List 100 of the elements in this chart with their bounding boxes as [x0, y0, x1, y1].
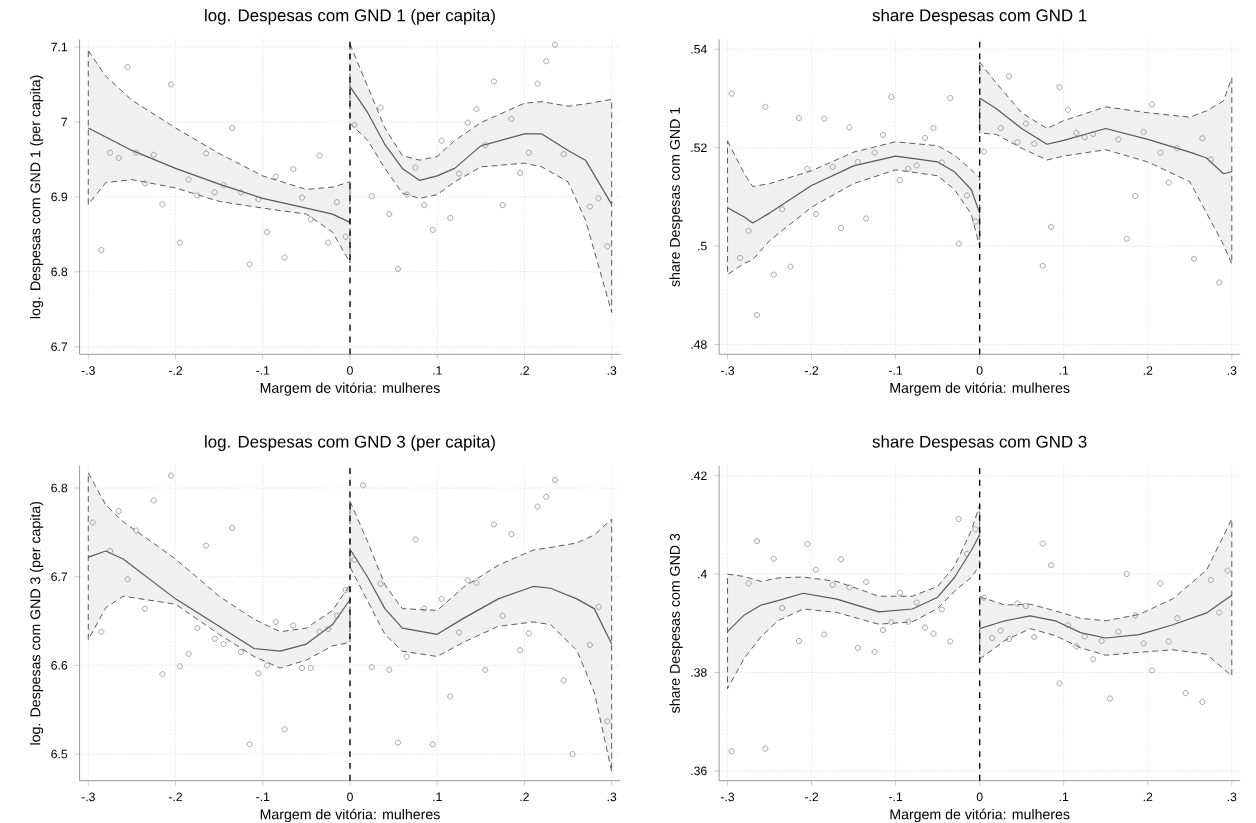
- point: [1056, 680, 1063, 687]
- point: [386, 211, 393, 218]
- point: [246, 261, 253, 268]
- point: [237, 189, 244, 196]
- point: [838, 224, 844, 231]
- point: [508, 531, 515, 538]
- x-tick-label: .2: [520, 366, 529, 375]
- point: [299, 194, 305, 201]
- point: [1132, 612, 1139, 619]
- point: [762, 103, 769, 110]
- x-tick-label: .1: [433, 792, 442, 801]
- point: [456, 629, 462, 636]
- point: [1165, 179, 1172, 186]
- point: [255, 196, 262, 203]
- y-axis-title: log. Despesas com GND 3 (per capita): [29, 501, 44, 745]
- point: [854, 158, 861, 165]
- point: [888, 94, 895, 100]
- point: [595, 603, 602, 610]
- point: [804, 541, 811, 547]
- point: [333, 199, 340, 206]
- point: [543, 493, 550, 500]
- point: [753, 311, 760, 318]
- point: [316, 152, 323, 159]
- point: [115, 154, 122, 161]
- point: [1123, 571, 1130, 577]
- point: [490, 521, 497, 528]
- point: [595, 195, 602, 202]
- chart-title: log. Despesas com GND 3 (per capita): [205, 435, 495, 451]
- point: [1073, 129, 1080, 136]
- x-tick-label: -.1: [889, 366, 903, 375]
- point: [938, 159, 945, 166]
- point: [176, 239, 183, 246]
- point: [1073, 643, 1080, 650]
- point: [290, 166, 297, 173]
- chart-title: share Despesas com GND 1: [872, 8, 1087, 25]
- y-tick-label: .52: [691, 143, 707, 152]
- point: [737, 254, 744, 261]
- point: [964, 192, 971, 199]
- point: [586, 203, 593, 210]
- point: [272, 618, 279, 625]
- x-tick-label: 0: [347, 792, 353, 802]
- x-tick-label: -.1: [256, 366, 270, 375]
- point: [1224, 567, 1231, 574]
- point: [972, 218, 979, 225]
- y-tick-label: .54: [691, 45, 707, 54]
- point: [804, 165, 811, 172]
- point: [98, 628, 105, 635]
- point: [525, 149, 532, 156]
- point: [1039, 262, 1046, 269]
- point: [930, 630, 937, 637]
- x-tick-label: -.2: [168, 366, 183, 375]
- point: [905, 618, 912, 625]
- x-tick-label: .2: [1143, 366, 1153, 375]
- point: [395, 739, 401, 746]
- point: [1216, 609, 1223, 616]
- point: [237, 649, 244, 655]
- point: [745, 227, 752, 234]
- point: [438, 595, 445, 602]
- y-tick-label: 6.7: [51, 342, 68, 352]
- point: [880, 131, 886, 138]
- point: [168, 472, 175, 479]
- point: [1014, 600, 1021, 607]
- chart-title: log. Despesas com GND 1 (per capita): [205, 8, 495, 25]
- point: [812, 211, 819, 218]
- point: [854, 644, 861, 651]
- point: [159, 671, 166, 678]
- y-tick-label: 6.9: [51, 192, 68, 202]
- point: [185, 176, 192, 183]
- point: [728, 748, 735, 755]
- point: [863, 215, 870, 222]
- point: [447, 693, 454, 700]
- point: [107, 149, 114, 156]
- point: [115, 508, 122, 514]
- point: [955, 240, 962, 247]
- point: [325, 626, 332, 632]
- x-tick-label: .1: [1059, 366, 1069, 375]
- y-tick-label: .5: [698, 241, 707, 251]
- point: [133, 149, 140, 156]
- point: [107, 547, 114, 554]
- point: [377, 580, 384, 587]
- point: [770, 555, 777, 562]
- point: [795, 115, 802, 122]
- point: [403, 191, 410, 198]
- x-tick-label: 0: [347, 366, 353, 375]
- point: [997, 125, 1004, 131]
- point: [1149, 101, 1155, 108]
- point: [464, 119, 471, 126]
- point: [412, 536, 419, 543]
- point: [1014, 139, 1021, 146]
- point: [964, 550, 971, 557]
- point: [552, 41, 558, 48]
- chart-title: share Despesas com GND 3: [872, 435, 1087, 451]
- y-axis-title: share Despesas com GND 1: [669, 107, 683, 287]
- point: [779, 206, 786, 213]
- point: [980, 148, 987, 155]
- point: [1022, 603, 1029, 609]
- point: [1090, 656, 1097, 663]
- point: [499, 202, 506, 209]
- point: [896, 177, 903, 184]
- point: [220, 641, 227, 648]
